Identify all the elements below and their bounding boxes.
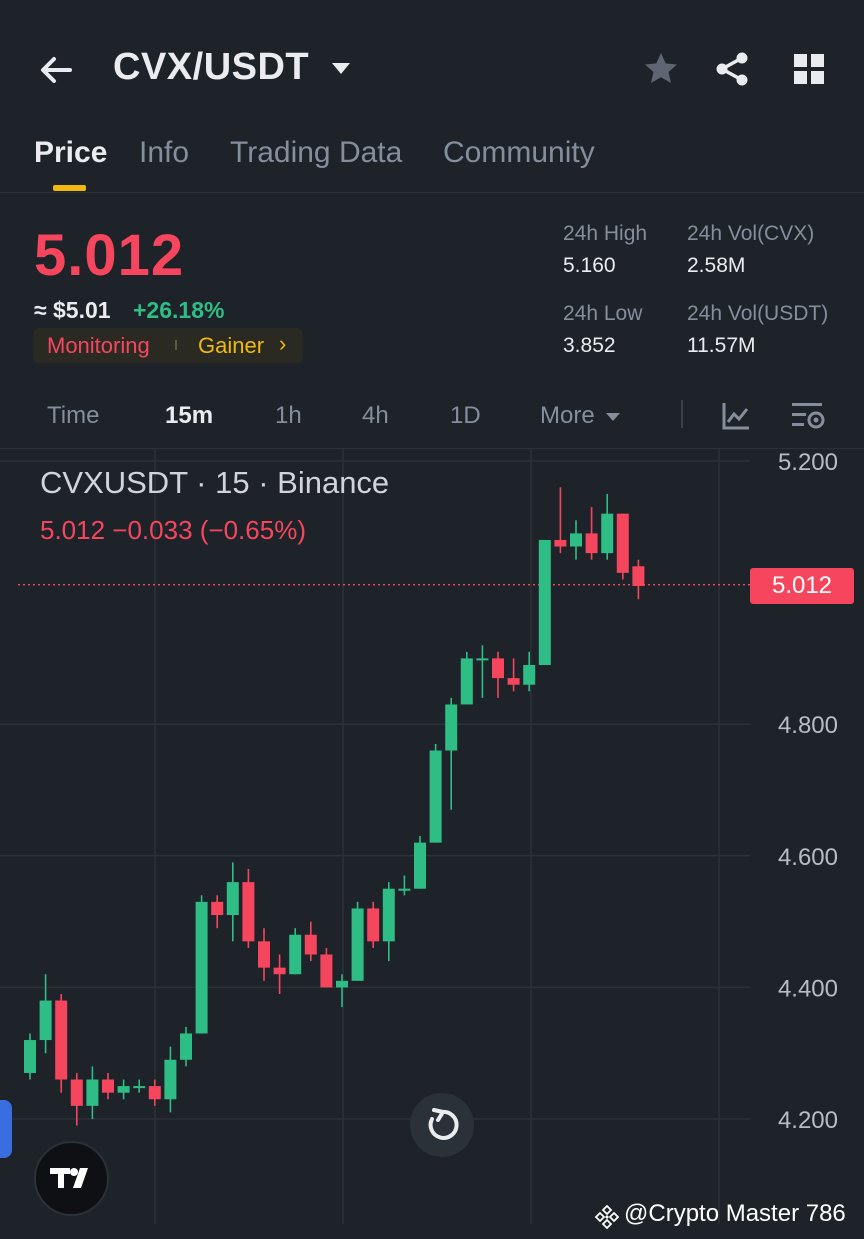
candle-body bbox=[304, 934, 317, 955]
candle-body bbox=[492, 658, 504, 679]
candle-body bbox=[39, 1000, 52, 1041]
watermark-text: @Crypto Master 786 bbox=[624, 1200, 846, 1227]
reset-chart-button[interactable] bbox=[410, 1093, 474, 1157]
timeframe-4h[interactable]: 4h bbox=[362, 402, 389, 429]
candle-body bbox=[507, 678, 520, 685]
low-value: 3.852 bbox=[563, 334, 616, 357]
candle-body bbox=[289, 934, 302, 975]
timeframe-time[interactable]: Time bbox=[47, 402, 100, 429]
high-label: 24h High bbox=[563, 222, 648, 245]
back-arrow-icon[interactable] bbox=[36, 50, 76, 90]
tag-pill[interactable]: Monitoring Gainer › bbox=[33, 328, 303, 363]
tradingview-icon bbox=[50, 1168, 88, 1188]
candle-body bbox=[24, 1040, 36, 1073]
tradingview-logo bbox=[34, 1141, 109, 1216]
usd-price: ≈ $5.01 bbox=[34, 297, 111, 323]
indicator-icon[interactable] bbox=[720, 400, 752, 432]
tag-separator bbox=[175, 340, 177, 350]
candle-body bbox=[226, 882, 239, 916]
share-icon[interactable] bbox=[713, 50, 751, 88]
y-tick-label: 4.200 bbox=[778, 1107, 838, 1134]
more-caret-icon bbox=[606, 412, 621, 421]
pair-title[interactable]: CVX/USDT bbox=[113, 46, 310, 88]
candle-body bbox=[164, 1059, 177, 1100]
candle-body bbox=[148, 1086, 161, 1100]
timeframe-15m[interactable]: 15m bbox=[165, 402, 214, 429]
monitoring-tag: Monitoring bbox=[47, 333, 150, 358]
candle-body bbox=[398, 888, 411, 891]
vol-base-value: 2.58M bbox=[687, 254, 746, 277]
candle-body bbox=[523, 664, 536, 685]
candle-body bbox=[429, 750, 442, 843]
candle-body bbox=[211, 901, 224, 916]
timeframe-1d[interactable]: 1D bbox=[450, 402, 481, 429]
tab-price[interactable]: Price bbox=[34, 136, 108, 169]
last-price-tag: 5.012 bbox=[750, 568, 854, 604]
tab-info[interactable]: Info bbox=[139, 136, 190, 169]
candle-body bbox=[242, 882, 255, 942]
candle-body bbox=[616, 513, 629, 573]
candle-body bbox=[585, 533, 598, 554]
y-tick-label: 4.400 bbox=[778, 975, 838, 1002]
candle-body bbox=[180, 1033, 192, 1060]
chevron-right-icon: › bbox=[279, 331, 287, 356]
y-tick-label: 4.600 bbox=[778, 844, 838, 871]
candle-body bbox=[476, 658, 489, 661]
star-icon[interactable] bbox=[642, 50, 680, 88]
candle-body bbox=[320, 954, 333, 988]
candle-body bbox=[70, 1079, 83, 1106]
top-bar: CVX/USDT bbox=[0, 0, 864, 130]
binance-diamond-icon bbox=[594, 1204, 620, 1230]
candle-body bbox=[133, 1086, 146, 1089]
candle-body bbox=[351, 908, 364, 981]
low-label: 24h Low bbox=[563, 302, 643, 325]
y-tick-label: 5.200 bbox=[778, 449, 838, 476]
candle-body bbox=[538, 539, 551, 665]
candle-body bbox=[460, 658, 473, 705]
more-label: More bbox=[540, 402, 595, 429]
candle-body bbox=[86, 1079, 99, 1106]
candle-body bbox=[445, 704, 458, 751]
active-tab-indicator bbox=[53, 185, 86, 191]
timeframe-1h[interactable]: 1h bbox=[275, 402, 302, 429]
vol-quote-label: 24h Vol(USDT) bbox=[687, 302, 829, 325]
gainer-tag: Gainer bbox=[198, 333, 265, 358]
candle-body bbox=[258, 941, 270, 968]
y-tick-label: 4.800 bbox=[778, 712, 838, 739]
candle-body bbox=[336, 980, 348, 988]
timeframe-more[interactable]: More bbox=[540, 402, 621, 430]
candle-body bbox=[570, 533, 582, 547]
side-drawer-handle[interactable] bbox=[0, 1100, 12, 1158]
refresh-icon bbox=[428, 1108, 459, 1140]
chart-settings-icon[interactable] bbox=[790, 400, 826, 432]
vol-quote-value: 11.57M bbox=[687, 334, 756, 357]
page-tabs: Price Info Trading Data Community bbox=[0, 130, 864, 193]
chart-ohlc-summary: 5.012 −0.033 (−0.65%) bbox=[40, 515, 306, 545]
candle-body bbox=[273, 967, 286, 975]
high-value: 5.160 bbox=[563, 254, 616, 277]
chart-title: CVXUSDT · 15 · Binance bbox=[40, 465, 390, 500]
candle-body bbox=[632, 566, 645, 587]
candle-body bbox=[367, 908, 380, 942]
tab-community[interactable]: Community bbox=[443, 136, 595, 169]
dropdown-caret-icon[interactable] bbox=[330, 57, 352, 79]
candle-body bbox=[195, 901, 208, 1034]
candle-body bbox=[382, 888, 395, 942]
candle-body bbox=[414, 842, 426, 889]
candle-body bbox=[102, 1079, 114, 1093]
toolbar-divider bbox=[681, 400, 683, 428]
timeframe-bar: Time 15m 1h 4h 1D More bbox=[0, 388, 864, 449]
candle-body bbox=[117, 1086, 130, 1093]
candle-body bbox=[601, 513, 614, 554]
tab-trading-data[interactable]: Trading Data bbox=[230, 136, 403, 169]
price-change-percent: +26.18% bbox=[133, 297, 225, 323]
grid-menu-icon[interactable] bbox=[790, 50, 828, 88]
candle-body bbox=[554, 539, 567, 547]
price-chart[interactable]: 5.200 4.800 4.600 4.400 4.200 bbox=[0, 449, 864, 1239]
last-price: 5.012 bbox=[34, 223, 185, 288]
vol-base-label: 24h Vol(CVX) bbox=[687, 222, 815, 245]
candle-body bbox=[55, 1000, 68, 1080]
